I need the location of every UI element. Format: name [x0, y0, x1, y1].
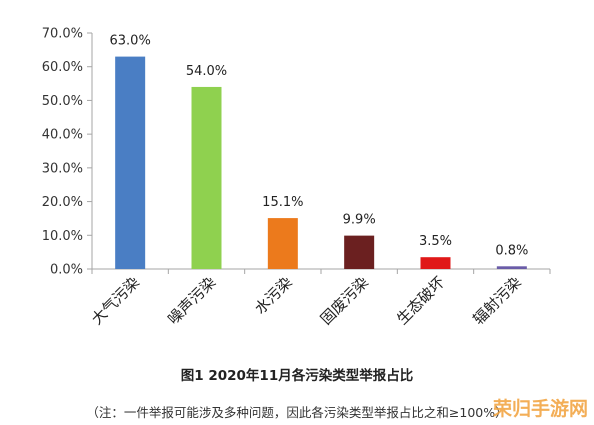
bar — [420, 257, 451, 269]
data-label: 9.9% — [343, 213, 376, 228]
category-labels: 大气污染 噪声污染 水污染 固废污染 生态破坏 辐射污染 — [88, 273, 525, 328]
bar-chart: 0.0%10.0%20.0%30.0%40.0%50.0%60.0%70.0% … — [42, 27, 551, 328]
data-label: 0.8% — [495, 243, 528, 258]
bar — [267, 218, 298, 269]
category-label: 辐射污染 — [469, 273, 524, 328]
data-label: 3.5% — [419, 234, 452, 249]
bars — [115, 56, 527, 269]
bar — [191, 86, 222, 269]
bar — [496, 266, 527, 269]
data-label: 54.0% — [186, 64, 227, 79]
category-label: 生态破坏 — [393, 273, 448, 328]
category-label: 大气污染 — [88, 273, 143, 328]
x-axis — [91, 268, 551, 274]
y-tick-label: 10.0% — [42, 229, 83, 244]
data-label: 15.1% — [262, 195, 303, 210]
footnote: （注：一件举报可能涉及多种问题，因此各污染类型举报占比之和≥100%） — [86, 405, 508, 420]
bar — [115, 56, 146, 269]
category-label: 水污染 — [251, 273, 296, 318]
category-label: 固废污染 — [317, 273, 372, 328]
y-tick-label: 70.0% — [42, 27, 83, 42]
watermark-logo: 荣归手游网 — [492, 398, 588, 420]
y-axis: 0.0% 10.0% 20.0% 30.0% 40.0% 50.0% 60.0% 70.0% — [42, 27, 93, 278]
data-label: 63.0% — [110, 34, 151, 49]
y-tick-label: 0.0% — [50, 263, 83, 278]
value-labels: 63.0% 54.0% 15.1% 9.9% 3.5% 0.8% — [110, 34, 529, 259]
y-tick-label: 40.0% — [42, 128, 83, 143]
y-tick-label: 30.0% — [42, 161, 83, 176]
figure-caption: 图1 2020年11月各污染类型举报占比 — [180, 368, 414, 384]
bar — [344, 235, 375, 269]
y-tick-label: 20.0% — [42, 195, 83, 210]
category-label: 噪声污染 — [164, 273, 219, 328]
y-tick-label: 50.0% — [42, 94, 83, 109]
y-tick-label: 60.0% — [42, 60, 83, 75]
